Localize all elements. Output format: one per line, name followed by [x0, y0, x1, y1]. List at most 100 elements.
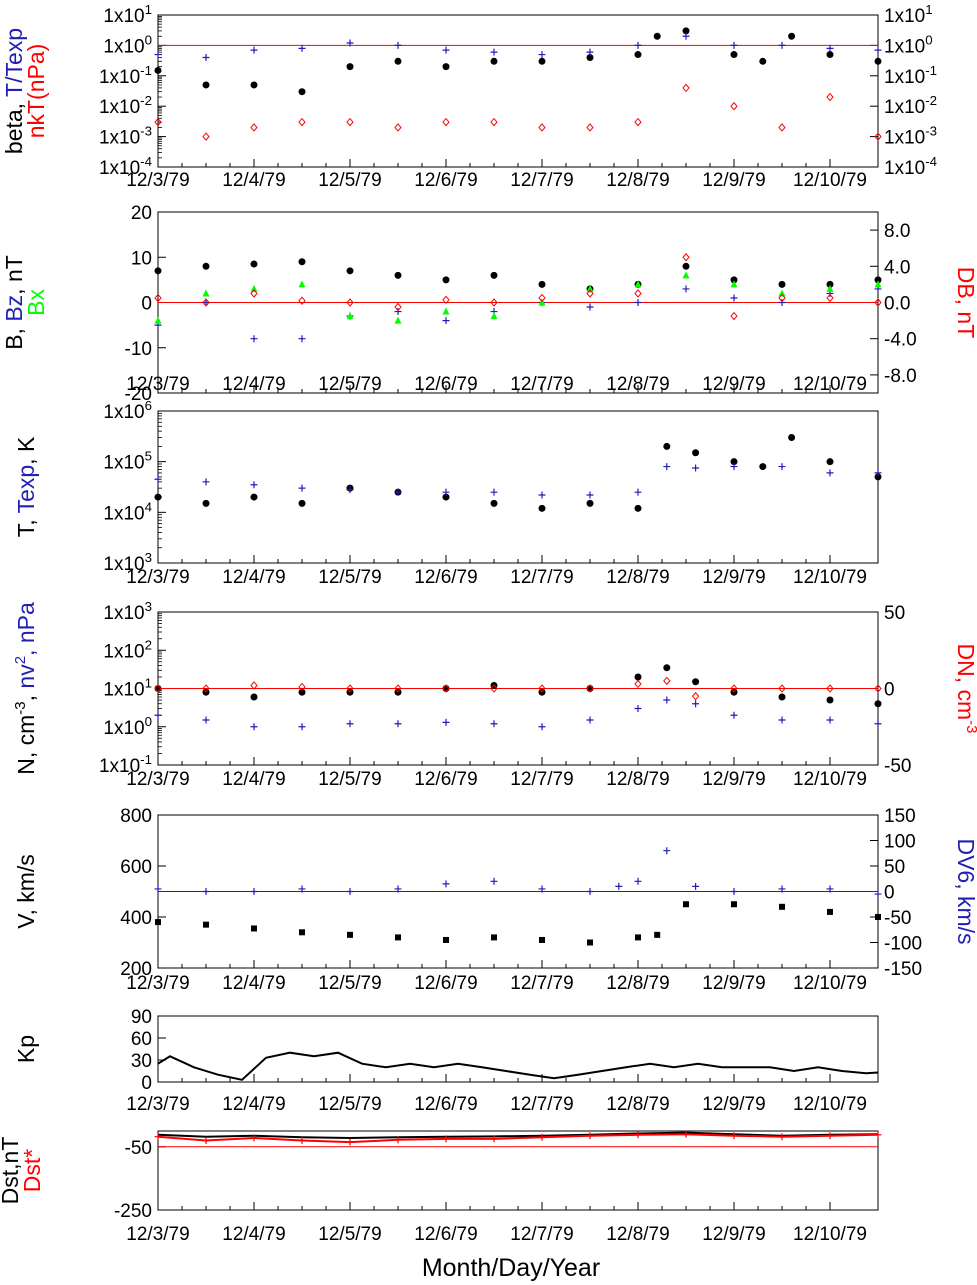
y-tick-label: 90 [131, 1007, 152, 1028]
x-tick-label: 12/8/79 [606, 973, 669, 994]
data-point [298, 280, 306, 288]
data-point [692, 449, 700, 457]
data-point [788, 433, 796, 441]
data-point [586, 53, 594, 61]
data-point [634, 51, 642, 59]
data-point [539, 936, 545, 943]
y-tick-label: 1x10-1 [99, 63, 152, 88]
right-tick-label: 1x100 [884, 32, 933, 57]
data-point [250, 260, 258, 268]
data-point [826, 293, 834, 303]
x-tick-label: 12/8/79 [606, 1094, 669, 1115]
data-point [682, 285, 690, 293]
data-point [874, 1131, 882, 1139]
data-point [490, 488, 498, 496]
right-tick-label: 1x101 [884, 2, 933, 27]
data-point [663, 696, 671, 704]
right-tick-label: 50 [884, 857, 905, 878]
data-point [586, 284, 594, 292]
data-point [654, 931, 661, 938]
data-point [250, 335, 258, 343]
data-point [634, 299, 642, 306]
right-tick-label: 100 [884, 832, 916, 853]
data-point [587, 939, 593, 946]
data-point [634, 280, 642, 288]
data-point [730, 458, 738, 466]
plot-frame [157, 1130, 879, 1211]
data-point [250, 723, 258, 731]
data-point [202, 499, 210, 507]
data-point [663, 847, 671, 855]
data-point [442, 276, 450, 284]
series-1 [154, 433, 882, 512]
series-1 [157, 1051, 879, 1081]
data-point [250, 46, 258, 54]
y-tick-label: 10 [131, 248, 152, 269]
data-point [250, 284, 258, 292]
data-point [691, 691, 700, 701]
data-point [653, 32, 661, 40]
data-point [298, 723, 306, 731]
right-tick-label: 8.0 [884, 221, 910, 242]
data-point [826, 1132, 834, 1140]
data-point [394, 720, 402, 728]
right-axis-label: DB, nT [953, 267, 977, 339]
data-point [394, 41, 402, 49]
data-point [442, 307, 450, 315]
data-point [298, 88, 306, 96]
data-point [874, 469, 882, 477]
x-tick-label: 12/7/79 [510, 769, 573, 790]
y-tick-label: 400 [120, 908, 152, 929]
data-point [202, 298, 210, 307]
right-tick-label: -150 [884, 959, 922, 980]
data-point [826, 696, 834, 704]
data-point [635, 934, 641, 941]
data-point [538, 293, 546, 303]
data-point [586, 491, 594, 499]
data-point [826, 684, 834, 693]
data-point [874, 280, 882, 288]
panel-1: 1x101 1x100 1x10-1 1x10-2 1x10-3 1x10-4 1x101 1… [1, 2, 937, 191]
data-point [586, 499, 594, 507]
y-tick-label: 1x102 [103, 637, 152, 662]
data-point [778, 463, 786, 471]
left-axis-label-2: Dst* [19, 1149, 45, 1193]
data-point [298, 335, 306, 343]
data-point [634, 488, 642, 496]
data-point [586, 716, 594, 724]
data-point [202, 262, 210, 270]
data-point [730, 280, 738, 288]
data-point [692, 882, 700, 890]
right-tick-label: 0 [884, 883, 895, 904]
data-point [778, 716, 786, 724]
data-point [442, 493, 450, 501]
y-tick-label: 0 [141, 294, 152, 315]
data-point [298, 258, 306, 266]
data-point [634, 1131, 642, 1139]
y-tick-label: -10 [125, 339, 152, 360]
data-point [692, 700, 700, 708]
x-tick-label: 12/7/79 [510, 973, 573, 994]
data-point [394, 1136, 402, 1144]
x-tick-label: 12/5/79 [318, 973, 381, 994]
series-1 [155, 901, 881, 946]
data-point [202, 478, 210, 486]
x-tick-label: 12/3/79 [126, 769, 189, 790]
y-tick-label: 20 [131, 203, 152, 224]
data-point [394, 684, 402, 693]
y-tick-label: -50 [125, 1138, 152, 1159]
left-axis-label-2: nkT(nPa) [23, 44, 49, 139]
data-point [615, 882, 623, 890]
data-point [394, 885, 402, 893]
data-point [298, 484, 306, 492]
data-point [490, 684, 498, 693]
data-point [251, 925, 257, 932]
data-point [586, 888, 594, 895]
data-point [663, 676, 671, 686]
x-tick-label: 12/6/79 [414, 567, 477, 588]
data-point [490, 271, 498, 279]
data-point [394, 302, 402, 312]
